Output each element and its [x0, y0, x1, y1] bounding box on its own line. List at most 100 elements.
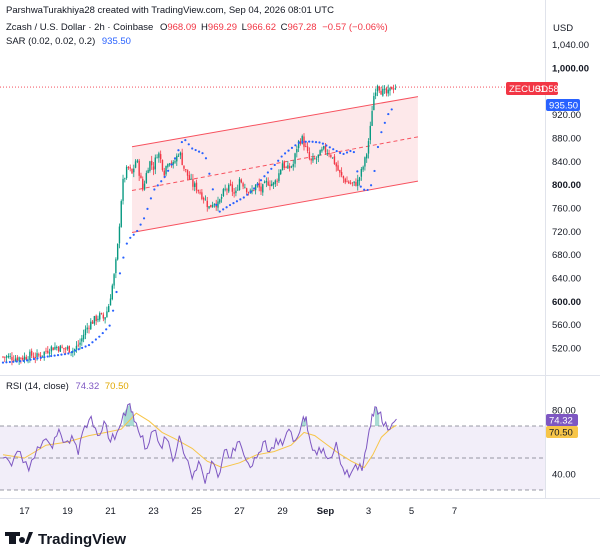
candle-body: [34, 356, 36, 359]
candle-body: [95, 315, 97, 322]
price-tick-label: 520.00: [552, 344, 581, 355]
candle: [140, 172, 142, 179]
candle-body: [281, 163, 284, 171]
candle: [280, 169, 282, 176]
candle-body: [23, 356, 26, 360]
time-axis[interactable]: 17 19 21 23 25 27 29 Sep 3 5 7: [19, 506, 457, 517]
sar-dot: [283, 152, 287, 155]
candle: [136, 159, 139, 164]
candle-body: [337, 165, 339, 171]
candle-body: [97, 318, 99, 321]
rsi-axis[interactable]: 80.00 40.00: [552, 406, 576, 481]
candle: [165, 165, 167, 177]
sar-dot: [43, 355, 46, 359]
candle: [147, 167, 149, 174]
price-tick-label: 720.00: [552, 227, 581, 238]
sar-dot: [208, 172, 211, 175]
candle: [389, 87, 391, 96]
candle-body: [30, 350, 33, 356]
candle: [118, 223, 121, 249]
candle: [335, 162, 337, 172]
candle-body: [167, 164, 169, 167]
candle-body: [165, 166, 167, 175]
candle-body: [283, 162, 285, 168]
candle: [312, 153, 314, 163]
candle: [158, 151, 160, 163]
candle-body: [330, 154, 332, 157]
candle: [233, 187, 235, 198]
candle: [296, 145, 298, 158]
candle-body: [306, 146, 309, 152]
sar-dot: [77, 348, 80, 351]
tradingview-logo[interactable]: TradingView: [5, 531, 126, 548]
sar-dot: [369, 184, 373, 187]
candle: [351, 182, 354, 187]
rsi-overbought-fill: [123, 403, 135, 426]
candle-body: [106, 311, 108, 318]
sar-dot: [5, 361, 8, 364]
candle-body: [179, 152, 182, 156]
candle-body: [129, 167, 131, 169]
candle-body: [222, 189, 225, 197]
candle: [99, 311, 101, 322]
candle-body: [366, 154, 368, 159]
candle-body: [5, 356, 8, 358]
time-tick-label: 3: [366, 506, 371, 517]
candle: [391, 86, 393, 90]
candle-body: [25, 357, 27, 360]
sar-dot: [201, 152, 204, 155]
candle: [192, 174, 194, 191]
candle: [59, 344, 62, 352]
candle: [161, 159, 164, 172]
candle-body: [202, 197, 205, 200]
candle-body: [210, 204, 212, 208]
candle-body: [199, 192, 201, 194]
candle-body: [2, 356, 4, 358]
candle-body: [140, 175, 142, 179]
sar-dot: [111, 309, 115, 312]
candle-body: [267, 181, 269, 186]
candle: [224, 184, 226, 192]
candle: [314, 155, 316, 160]
sar-dot: [160, 180, 163, 183]
ohlc-low-label: L: [242, 22, 247, 33]
candle: [113, 272, 115, 289]
price-tick-label: 560.00: [552, 320, 581, 331]
candle-body: [349, 182, 352, 184]
candle: [362, 165, 364, 172]
candle-body: [4, 356, 6, 358]
candle: [355, 178, 357, 187]
candle-body: [81, 338, 83, 342]
price-axis[interactable]: 1,040.00 1,000.00 920.00 880.00 840.00 800.00…: [552, 40, 589, 354]
sar-dot: [173, 157, 177, 160]
candle: [195, 179, 198, 194]
candle-body: [382, 88, 384, 96]
rsi-band-layer: [0, 425, 545, 491]
candle-body: [138, 160, 140, 176]
sar-dot: [122, 256, 125, 259]
sar-dot: [239, 198, 242, 201]
candle: [47, 346, 49, 355]
candle-body: [122, 178, 124, 201]
candle: [7, 353, 10, 359]
price-tick-label: 1,040.00: [552, 40, 589, 51]
candle-body: [18, 357, 20, 361]
candle: [211, 201, 214, 208]
candle: [348, 180, 350, 185]
candle-body: [168, 163, 171, 165]
candle: [333, 154, 336, 165]
candle: [326, 149, 328, 157]
candle-body: [152, 166, 155, 170]
sar-dot: [167, 169, 170, 172]
candle-body: [219, 199, 221, 203]
time-tick-label: 5: [409, 506, 414, 517]
candle-body: [134, 161, 137, 168]
candle-body: [389, 87, 391, 91]
candle-body: [231, 184, 234, 192]
candle-body: [331, 157, 334, 159]
candle: [91, 319, 94, 324]
candle-body: [185, 169, 187, 170]
candle: [201, 189, 203, 201]
candle: [18, 356, 20, 365]
